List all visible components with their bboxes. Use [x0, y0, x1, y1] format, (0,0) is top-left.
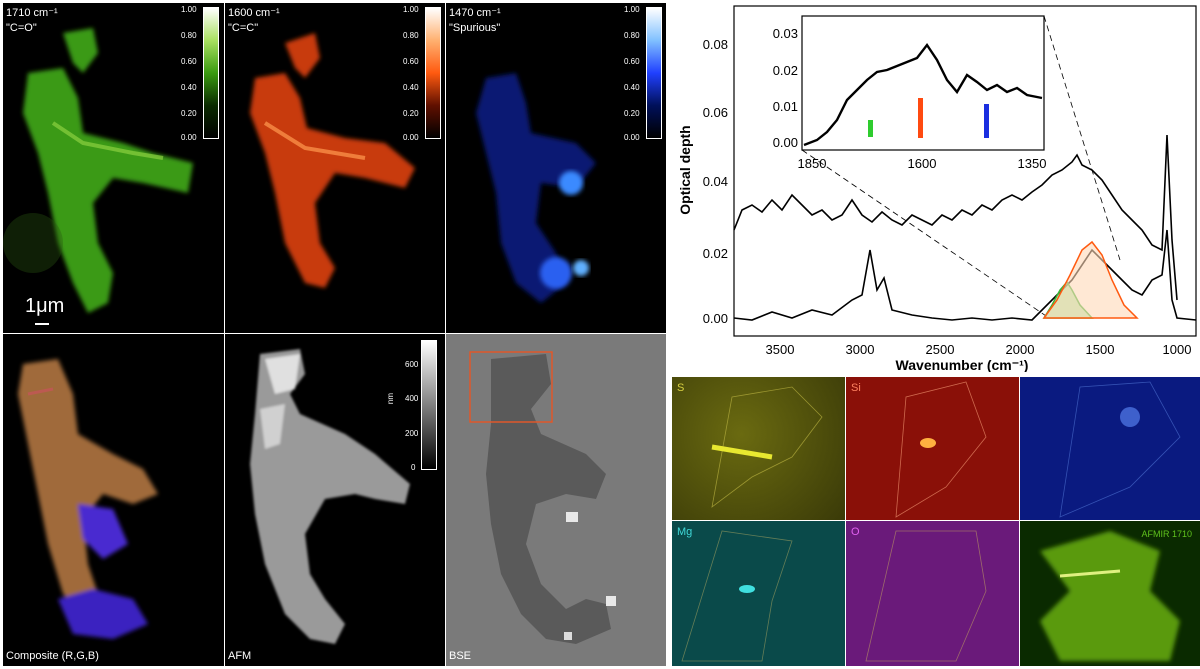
colorbar-tick: 1.00: [403, 5, 419, 14]
scale-bar-label: 1μm: [25, 295, 65, 317]
ir-map-1600-panel: 1600 cm⁻¹ "C=C" 1.00 0.80 0.60 0.40 0.20…: [225, 3, 445, 333]
bse-zoom-box: [469, 351, 553, 423]
inset-x-tick: 1350: [1018, 156, 1047, 171]
colorbar-tick: 0.20: [181, 109, 197, 118]
map-oxygen-label: O: [851, 526, 860, 538]
ir-map-1470-panel: 1470 cm⁻¹ "Spurious" 1.00 0.80 0.60 0.40…: [446, 3, 666, 333]
y-tick: 0.06: [703, 105, 728, 120]
colorbar-tick: 0.00: [624, 133, 640, 142]
panel-1600-wavenumber: 1600 cm⁻¹: [228, 7, 280, 19]
inset-x-tick: 1850: [798, 156, 827, 171]
colorbar-tick: 0.40: [624, 83, 640, 92]
colorbar-orange: [425, 7, 441, 139]
afm-image: [250, 349, 410, 644]
bse-panel: BSE: [446, 334, 666, 666]
afm-colorbar-tick: 0: [411, 463, 416, 472]
orange-fit-component: [1042, 240, 1139, 319]
map-silicon-label: Si: [851, 382, 861, 394]
bse-image: [469, 351, 616, 644]
y-tick: 0.08: [703, 37, 728, 52]
x-tick: 2000: [1006, 342, 1035, 357]
colorbar-tick: 0.80: [403, 31, 419, 40]
ir-map-1710-image: [3, 28, 193, 313]
inset-marker-1600: [918, 98, 923, 138]
y-tick: 0.00: [703, 311, 728, 326]
afm-panel: 600 400 200 0 nm AFM: [225, 334, 445, 666]
y-tick: 0.04: [703, 174, 728, 189]
panel-1470-wavenumber: 1470 cm⁻¹: [449, 7, 501, 19]
colorbar-tick: 0.20: [624, 109, 640, 118]
afm-label: AFM: [228, 650, 252, 662]
bse-label: BSE: [449, 650, 472, 662]
colorbar-tick: 0.80: [181, 31, 197, 40]
scale-bar: [35, 323, 49, 325]
spectrum-lower-line: [733, 229, 1197, 321]
map-oxygen: O: [846, 521, 1019, 666]
x-tick: 1500: [1086, 342, 1115, 357]
ir-map-1470-image: [476, 73, 596, 303]
map-magnesium: Mg: [672, 521, 845, 666]
map-silicon: Si: [846, 377, 1019, 520]
colorbar-tick: 0.00: [181, 133, 197, 142]
panel-1710-assignment: "C=O": [6, 22, 37, 34]
colorbar-tick: 1.00: [181, 5, 197, 14]
colorbar-tick: 0.80: [624, 31, 640, 40]
composite-image: [18, 359, 158, 639]
inset-x-tick: 1600: [908, 156, 937, 171]
inset-marker-1470: [984, 104, 989, 138]
colorbar-green: [203, 7, 219, 139]
colorbar-tick: 0.20: [403, 109, 419, 118]
x-tick: 3000: [846, 342, 875, 357]
map-magnesium-label: Mg: [677, 526, 693, 538]
colorbar-tick: 1.00: [624, 5, 640, 14]
map-sulfur-label: S: [677, 382, 685, 394]
composite-label: Composite (R,G,B): [6, 650, 99, 662]
inset-marker-1710: [868, 120, 873, 137]
ir-map-1600-image: [250, 33, 415, 288]
spectrum-upper-line: [733, 134, 1178, 301]
x-axis-label: Wavenumber (cm⁻¹): [896, 357, 1029, 372]
panel-1600-assignment: "C=C": [228, 22, 259, 34]
spectrum-svg: 0.00 0.02 0.04 0.06 0.08 3500 3000 2500 …: [677, 5, 1197, 373]
panel-1470-assignment: "Spurious": [449, 22, 501, 34]
map-blue-element: [1020, 377, 1200, 520]
composite-panel: Composite (R,G,B): [3, 334, 224, 666]
ir-spectrum-chart: 0.00 0.02 0.04 0.06 0.08 3500 3000 2500 …: [672, 0, 1200, 373]
y-tick: 0.02: [703, 246, 728, 261]
colorbar-tick: 0.40: [181, 83, 197, 92]
x-tick: 1000: [1163, 342, 1192, 357]
panel-1710-wavenumber: 1710 cm⁻¹: [6, 7, 58, 19]
inset-y-tick: 0.01: [773, 99, 798, 114]
y-axis-label: Optical depth: [677, 125, 693, 214]
afm-colorbar: [421, 340, 437, 470]
colorbar-blue: [646, 7, 662, 139]
colorbar-tick: 0.60: [624, 57, 640, 66]
map-sulfur: S: [672, 377, 845, 520]
inset-y-tick: 0.03: [773, 26, 798, 41]
afm-colorbar-tick: 200: [405, 429, 419, 438]
ir-map-1710-panel: 1710 cm⁻¹ "C=O" 1.00 0.80 0.60 0.40 0.20…: [3, 3, 224, 333]
colorbar-tick: 0.00: [403, 133, 419, 142]
afm-colorbar-tick: 600: [405, 360, 419, 369]
map-afmir-label: AFMIR 1710: [1141, 529, 1192, 539]
afm-colorbar-unit: nm: [386, 392, 396, 405]
colorbar-tick: 0.60: [181, 57, 197, 66]
inset-y-tick: 0.00: [773, 135, 798, 150]
x-tick: 3500: [766, 342, 795, 357]
afm-colorbar-tick: 400: [405, 394, 419, 403]
colorbar-tick: 0.60: [403, 57, 419, 66]
x-tick: 2500: [926, 342, 955, 357]
inset-y-tick: 0.02: [773, 63, 798, 78]
map-afmir: AFMIR 1710: [1020, 521, 1200, 666]
inset-spectrum-line: [803, 42, 1043, 147]
colorbar-tick: 0.40: [403, 83, 419, 92]
